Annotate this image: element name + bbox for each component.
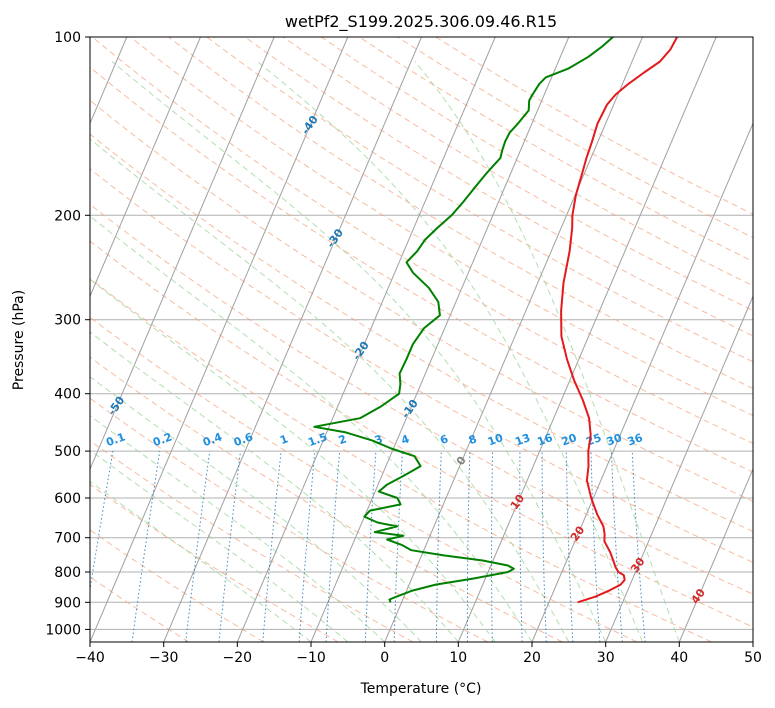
y-axis: 100 200 300 400 500 600 700 800 900 1000 [45, 30, 90, 638]
dry-adiabat [90, 278, 712, 642]
y-tick-label: 800 [54, 565, 81, 581]
mixing-ratio-label: 0.4 [201, 430, 224, 449]
mixing-ratio-line [262, 451, 282, 642]
x-axis-label: Temperature (°C) [360, 681, 482, 697]
mixing-ratio-label: 16 [535, 431, 554, 449]
y-tick-label: 300 [54, 313, 81, 329]
dry-adiabat [282, 37, 753, 312]
x-tick-label: 20 [523, 650, 541, 666]
x-tick-label: −30 [149, 650, 179, 666]
y-tick-label: 600 [54, 491, 81, 507]
y-tick-label: 100 [54, 30, 81, 46]
moist-adiabat [90, 415, 386, 642]
moist-adiabat [90, 215, 533, 642]
mixing-ratio-label: 3 [373, 432, 385, 447]
dry-adiabat [90, 240, 753, 628]
x-tick-label: −20 [223, 650, 253, 666]
moist-adiabat [90, 449, 349, 642]
mixing-ratio-label: 0.1 [104, 430, 127, 449]
dry-adiabat [90, 356, 563, 642]
moist-adiabat [90, 331, 459, 642]
dry-adiabat [244, 37, 753, 337]
isotherm-line [310, 37, 570, 642]
mixing-ratio-line [631, 451, 646, 642]
mixing-ratio-label: 6 [438, 432, 450, 447]
moist-adiabat [90, 480, 312, 642]
mixing-ratio-label: 2 [337, 432, 349, 447]
mixing-ratio-label: 8 [467, 432, 479, 447]
isotherm-line [236, 37, 496, 642]
y-tick-label: 1000 [45, 622, 81, 638]
isotherm-line [457, 37, 717, 642]
x-tick-label: −10 [296, 650, 326, 666]
dry-adiabat [168, 37, 753, 389]
mixing-ratio-label: 30 [605, 431, 624, 449]
mixing-ratio-line [185, 451, 211, 642]
mixing-ratio-label: 4 [399, 432, 411, 447]
x-axis: −40 −30 −20 −10 0 10 20 30 40 50 [75, 642, 762, 666]
y-tick-label: 700 [54, 531, 81, 547]
mixing-ratio-label: 1.5 [306, 430, 329, 449]
mixing-ratio-line [218, 451, 241, 642]
isotherm-line [163, 37, 422, 642]
y-tick-label: 900 [54, 595, 81, 611]
x-tick-label: 50 [744, 650, 762, 666]
dry-adiabat [91, 37, 753, 445]
dry-adiabat [130, 37, 753, 417]
x-tick-label: 40 [670, 650, 688, 666]
x-tick-label: 10 [449, 650, 467, 666]
background-lines [90, 37, 753, 642]
moist-adiabat [90, 376, 422, 642]
mixing-ratio-line [298, 451, 316, 642]
mixing-ratio-label: 0.6 [232, 430, 255, 449]
dry-adiabat [90, 133, 753, 533]
mixing-ratio-line [90, 451, 114, 593]
mixing-ratio-label: 13 [513, 431, 532, 448]
x-tick-label: −40 [75, 650, 105, 666]
moist-adiabat [90, 278, 496, 642]
isotherm-line [531, 122, 753, 642]
dry-adiabat [90, 203, 753, 595]
isotherm-line [384, 37, 643, 642]
mixing-ratio-label: 20 [560, 431, 579, 449]
dry-adiabat [90, 483, 339, 642]
temperature-line [560, 37, 678, 604]
mixing-ratio-label: 10 [486, 431, 505, 449]
dry-adiabat [90, 529, 264, 642]
moist-adiabat [111, 61, 607, 642]
dry-adiabat [90, 316, 638, 642]
mixing-ratio-label: 0.2 [151, 430, 174, 449]
isotherm-line [90, 37, 349, 642]
x-tick-label: 30 [597, 650, 615, 666]
isotherm-line [90, 37, 201, 298]
moist-adiabat [257, 61, 643, 642]
y-tick-label: 500 [54, 444, 81, 460]
x-tick-label: 0 [380, 650, 389, 666]
isotherm-line [678, 467, 753, 642]
y-tick-label: 200 [54, 208, 81, 224]
plot-area [90, 37, 753, 642]
y-tick-label: 400 [54, 387, 81, 403]
dewpoint-line [313, 37, 614, 603]
mixing-ratio-line [131, 451, 161, 642]
dry-adiabat [90, 99, 753, 502]
plot-frame [89, 36, 754, 643]
sounding-profiles [313, 37, 678, 604]
mixing-ratio-label: 1 [278, 432, 290, 447]
isotherm-line [90, 37, 275, 471]
moist-adiabat [414, 61, 680, 642]
y-axis-label: Pressure (hPa) [11, 290, 27, 390]
isotherm-label: -60 [32, 394, 54, 418]
isotherm-line [605, 295, 753, 642]
mixing-ratio-label: 36 [626, 431, 645, 449]
isotherm-line [752, 640, 753, 642]
chart-title: wetPf2_S199.2025.306.09.46.R15 [285, 12, 557, 32]
